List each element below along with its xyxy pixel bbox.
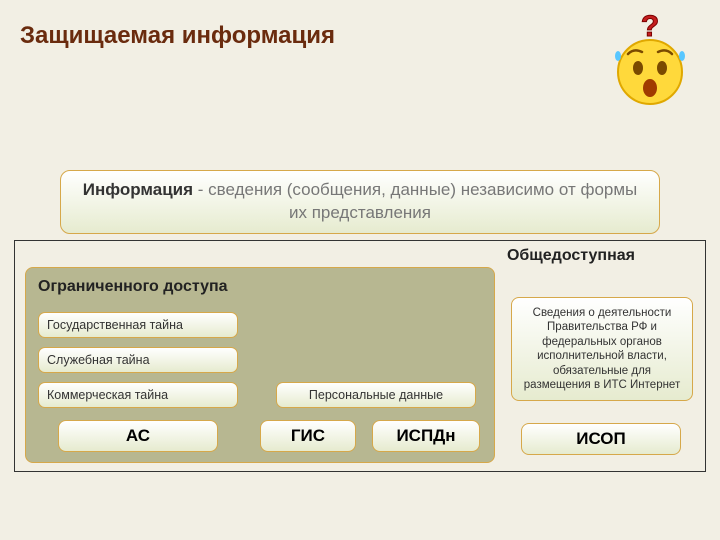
restricted-panel: Ограниченного доступа Государственная та…	[25, 267, 495, 463]
system-isop: ИСОП	[521, 423, 681, 455]
page-title: Защищаемая информация	[20, 22, 335, 50]
svg-text:?: ?	[641, 10, 659, 43]
restricted-label: Ограниченного доступа	[38, 278, 482, 296]
system-ac: АС	[58, 420, 218, 452]
classification-box: Общедоступная Ограниченного доступа Госу…	[14, 240, 706, 472]
pill-state-secret: Государственная тайна	[38, 312, 238, 338]
public-description: Сведения о деятельности Правительства РФ…	[511, 297, 693, 401]
pill-official-secret: Служебная тайна	[38, 347, 238, 373]
pill-personal-data: Персональные данные	[276, 382, 476, 408]
definition-box: Информация - сведения (сообщения, данные…	[60, 170, 660, 234]
system-ispdn: ИСПДн	[372, 420, 480, 452]
public-label: Общедоступная	[507, 247, 635, 265]
definition-text: - сведения (сообщения, данные) независим…	[193, 180, 637, 222]
pill-commercial-secret: Коммерческая тайна	[38, 382, 238, 408]
question-face-icon: ?	[610, 10, 690, 110]
definition-term: Информация	[83, 180, 193, 199]
system-gis: ГИС	[260, 420, 356, 452]
